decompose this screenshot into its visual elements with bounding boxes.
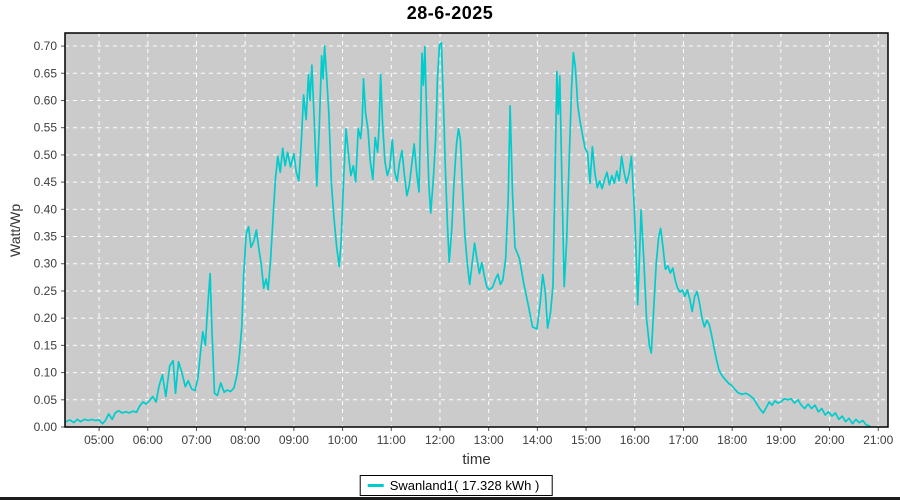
legend-series-label: Swanland1( 17.328 kWh )	[389, 478, 540, 493]
svg-text:13:00: 13:00	[474, 433, 504, 447]
svg-text:0.10: 0.10	[34, 366, 58, 380]
svg-text:17:00: 17:00	[668, 433, 698, 447]
plot-border	[64, 32, 889, 428]
svg-text:16:00: 16:00	[620, 433, 650, 447]
svg-text:09:00: 09:00	[279, 433, 309, 447]
svg-text:06:00: 06:00	[133, 433, 163, 447]
svg-text:05:00: 05:00	[84, 433, 114, 447]
svg-text:21:00: 21:00	[863, 433, 893, 447]
chart-title: 28-6-2025	[406, 3, 494, 23]
svg-text:10:00: 10:00	[328, 433, 358, 447]
svg-text:0.40: 0.40	[34, 202, 58, 216]
svg-text:0.65: 0.65	[34, 66, 58, 80]
svg-text:0.05: 0.05	[34, 393, 58, 407]
svg-text:08:00: 08:00	[230, 433, 260, 447]
svg-text:20:00: 20:00	[815, 433, 845, 447]
svg-text:19:00: 19:00	[766, 433, 796, 447]
svg-text:0.00: 0.00	[34, 420, 58, 434]
svg-text:0.70: 0.70	[34, 39, 58, 53]
window-edge	[0, 497, 900, 500]
plot-background	[65, 33, 888, 427]
svg-text:0.25: 0.25	[34, 284, 58, 298]
svg-text:0.30: 0.30	[34, 257, 58, 271]
grid-lines	[65, 33, 888, 427]
svg-text:14:00: 14:00	[522, 433, 552, 447]
y-tick-labels: 0.00 0.05 0.10 0.15 0.20 0.25 0.30 0.35 0.40 0.45…	[34, 39, 58, 434]
legend: Swanland1( 17.328 kWh )	[359, 475, 553, 496]
svg-text:0.35: 0.35	[34, 230, 58, 244]
plot-area-svg: 0.00 0.05 0.10 0.15 0.20 0.25 0.30 0.35 0.40 0.45…	[34, 32, 894, 447]
data-line-swanland1	[65, 41, 871, 427]
svg-text:0.15: 0.15	[34, 338, 58, 352]
svg-text:0.50: 0.50	[34, 148, 58, 162]
svg-text:12:00: 12:00	[425, 433, 455, 447]
svg-text:18:00: 18:00	[717, 433, 747, 447]
y-axis-label: Watt/Wp	[7, 203, 23, 257]
svg-text:0.20: 0.20	[34, 311, 58, 325]
svg-text:07:00: 07:00	[181, 433, 211, 447]
x-tick-labels: 05:00 06:00 07:00 08:00 09:00 10:00 11:00 12:00…	[84, 433, 894, 447]
svg-text:0.60: 0.60	[34, 93, 58, 107]
svg-text:15:00: 15:00	[571, 433, 601, 447]
svg-text:0.45: 0.45	[34, 175, 58, 189]
legend-line-swatch-icon	[367, 484, 384, 487]
svg-text:11:00: 11:00	[377, 433, 406, 447]
x-axis-label: time	[462, 451, 491, 468]
svg-text:0.55: 0.55	[34, 121, 58, 135]
